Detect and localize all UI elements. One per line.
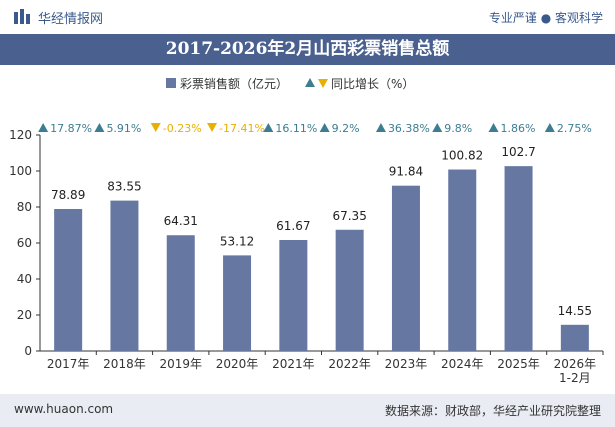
x-tick-label: 2019年 bbox=[159, 357, 202, 371]
axis-layer: 0 20 40 60 80 100 120 2017年 2018年 2019年 2020年 2021年… bbox=[9, 128, 604, 385]
growth-label: 36.38% bbox=[388, 122, 430, 135]
legend-bar-label: 彩票销售额（亿元） bbox=[180, 77, 289, 91]
legend-down-triangle-icon bbox=[318, 79, 328, 88]
growth-up-triangle-icon bbox=[319, 123, 330, 132]
growth-up-triangle-icon bbox=[263, 123, 274, 132]
top-bar: 华经情报网 专业严谨 ● 客观科学 bbox=[0, 0, 615, 34]
brand-name: 华经情报网 bbox=[38, 12, 104, 27]
footer-source: 数据来源：财政部，华经产业研究院整理 bbox=[384, 404, 601, 418]
x-tick-label: 2018年 bbox=[103, 357, 146, 371]
bar-layer bbox=[54, 166, 589, 351]
legend-growth-label: 同比增长（%） bbox=[331, 77, 415, 91]
growth-label: -0.23% bbox=[163, 122, 202, 135]
x-tick-label: 2023年 bbox=[385, 357, 428, 371]
legend-bar-swatch bbox=[166, 78, 176, 88]
x-tick-label: 2026年 bbox=[554, 357, 597, 371]
footer: www.huaon.com 数据来源：财政部，华经产业研究院整理 bbox=[0, 394, 615, 427]
y-tick-label: 60 bbox=[17, 236, 32, 250]
bar bbox=[110, 200, 139, 351]
growth-label: 16.11% bbox=[275, 122, 317, 135]
growth-label: 17.87% bbox=[50, 122, 92, 135]
y-tick-label: 120 bbox=[9, 128, 32, 142]
title-bar: 2017-2026年2月山西彩票销售总额 bbox=[0, 34, 615, 65]
bar-value-label: 102.7 bbox=[501, 145, 535, 159]
bar bbox=[448, 169, 477, 351]
logo-icon bbox=[14, 9, 30, 24]
x-tick-label: 2025年 bbox=[497, 357, 540, 371]
bar-value-label: 67.35 bbox=[332, 209, 366, 223]
growth-label: 9.8% bbox=[444, 122, 472, 135]
bar-value-label: 100.82 bbox=[441, 149, 483, 163]
x-tick-label: 2020年 bbox=[216, 357, 259, 371]
bar-value-label: 91.84 bbox=[389, 165, 423, 179]
bar bbox=[279, 239, 308, 351]
bar bbox=[54, 208, 83, 351]
legend-up-triangle-icon bbox=[305, 78, 315, 87]
growth-up-triangle-icon bbox=[94, 123, 105, 132]
chart-canvas: 0 20 40 60 80 100 120 2017年 2018年 2019年 2020年 2021年… bbox=[9, 122, 604, 385]
bar-value-label: 61.67 bbox=[276, 219, 310, 233]
x-tick-label: 2017年 bbox=[47, 357, 90, 371]
bar bbox=[166, 235, 195, 351]
y-tick-label: 100 bbox=[9, 164, 32, 178]
growth-label: 1.86% bbox=[501, 122, 536, 135]
growth-up-triangle-icon bbox=[375, 123, 386, 132]
bar-value-label: 78.89 bbox=[51, 188, 85, 202]
growth-label: -17.41% bbox=[219, 122, 265, 135]
growth-down-triangle-icon bbox=[207, 123, 218, 132]
growth-label: 9.2% bbox=[332, 122, 360, 135]
growth-down-triangle-icon bbox=[150, 123, 161, 132]
bar-value-label: 83.55 bbox=[107, 180, 141, 194]
legend: 彩票销售额（亿元） 同比增长（%） bbox=[0, 73, 615, 93]
bar-value-label: 64.31 bbox=[164, 214, 198, 228]
y-tick-label: 20 bbox=[17, 308, 32, 322]
growth-up-triangle-icon bbox=[432, 123, 443, 132]
bar bbox=[504, 166, 533, 351]
footer-url[interactable]: www.huaon.com bbox=[14, 402, 114, 416]
growth-layer: 17.87% 5.91% -0.23% -17.41% 16.11% 9.2% 36.38%… bbox=[38, 122, 592, 135]
x-tick-label: 2022年 bbox=[328, 357, 371, 371]
label-layer: 78.89 83.55 64.31 53.12 61.67 67.35 91.84 100.8… bbox=[51, 145, 592, 318]
x-tick-label: 2021年 bbox=[272, 357, 315, 371]
bar-value-label: 53.12 bbox=[220, 234, 254, 248]
bar bbox=[391, 185, 420, 351]
x-tick-label: 2024年 bbox=[441, 357, 484, 371]
y-tick-label: 80 bbox=[17, 200, 32, 214]
growth-label: 5.91% bbox=[106, 122, 141, 135]
growth-up-triangle-icon bbox=[544, 123, 555, 132]
growth-label: 2.75% bbox=[557, 122, 592, 135]
bar bbox=[560, 324, 589, 351]
tagline: 专业严谨 ● 客观科学 bbox=[488, 11, 603, 25]
bar-value-label: 14.55 bbox=[558, 304, 592, 318]
x-tick-label: 1-2月 bbox=[559, 371, 591, 385]
y-tick-label: 0 bbox=[24, 344, 32, 358]
growth-up-triangle-icon bbox=[488, 123, 499, 132]
growth-up-triangle-icon bbox=[38, 123, 49, 132]
chart-title: 2017-2026年2月山西彩票销售总额 bbox=[165, 39, 450, 59]
bar bbox=[223, 255, 252, 351]
bar bbox=[335, 229, 364, 351]
y-tick-label: 40 bbox=[17, 272, 32, 286]
